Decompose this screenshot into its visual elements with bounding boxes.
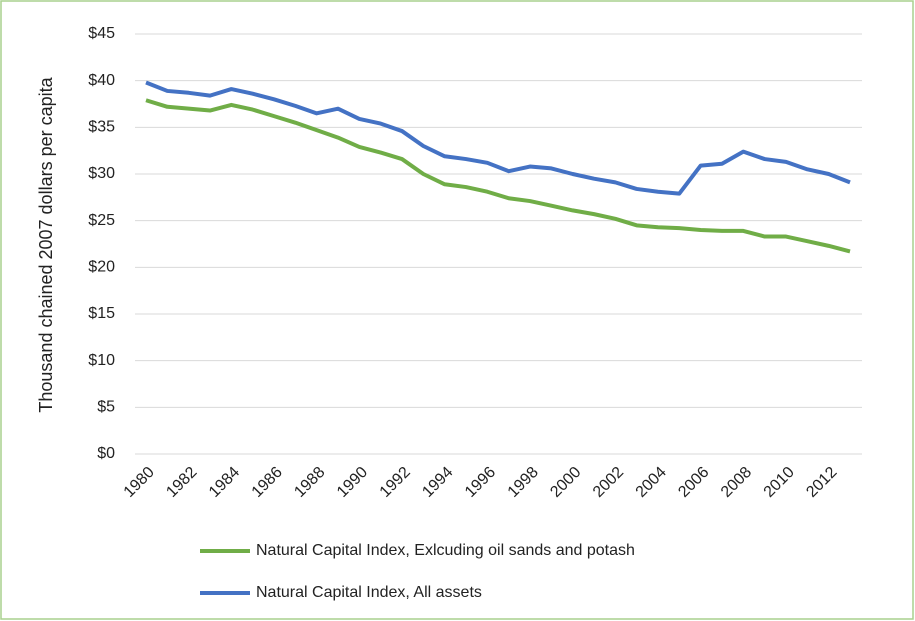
y-tick-label: $25 — [88, 212, 115, 229]
line-series — [145, 80, 851, 196]
y-tick-label: $30 — [88, 165, 115, 182]
y-tick-label: $10 — [88, 352, 115, 369]
y-tick-label: $40 — [88, 72, 115, 89]
y-tick-label: $45 — [88, 25, 115, 42]
y-tick-label: $35 — [88, 119, 115, 136]
legend-label: Natural Capital Index, Exlcuding oil san… — [256, 542, 635, 559]
y-tick-label: $0 — [97, 445, 115, 462]
y-tick-label: $5 — [97, 399, 115, 416]
line-series — [145, 98, 851, 254]
y-tick-label: $20 — [88, 259, 115, 276]
legend-label: Natural Capital Index, All assets — [256, 584, 482, 601]
y-tick-label: $15 — [88, 305, 115, 322]
y-axis-label: Thousand chained 2007 dollars per capita — [36, 76, 56, 412]
